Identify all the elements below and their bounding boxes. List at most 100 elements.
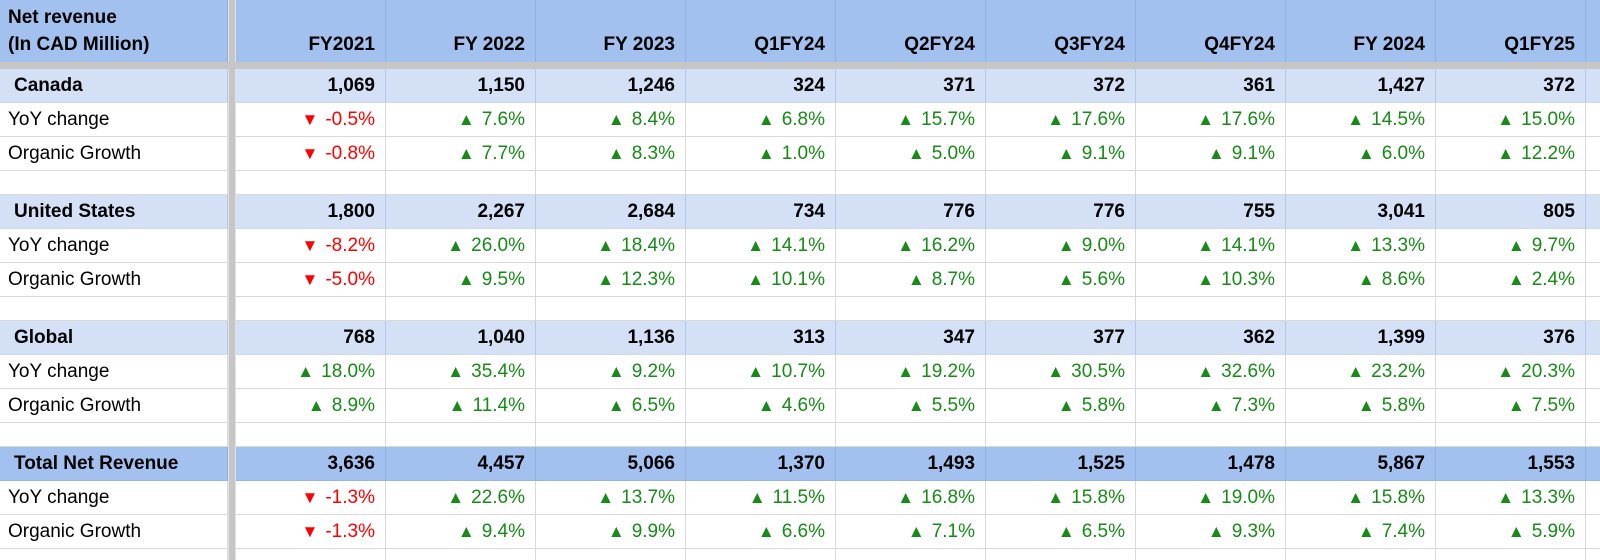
- revenue-cell[interactable]: 1,040: [386, 321, 536, 355]
- yoy-change-cell[interactable]: ▲ 35.4%: [386, 355, 536, 389]
- yoy-change-cell[interactable]: ▲ 15.8%: [986, 481, 1136, 515]
- organic-growth-cell[interactable]: ▲ 8.9%: [236, 389, 386, 423]
- column-header-5[interactable]: Q3FY24: [986, 0, 1136, 62]
- organic-growth-cell[interactable]: ▲ 5.9%: [1436, 515, 1586, 549]
- organic-growth-cell[interactable]: ▲ 8.6%: [1286, 263, 1436, 297]
- revenue-cell[interactable]: 776: [986, 195, 1136, 229]
- revenue-cell[interactable]: 2,267: [386, 195, 536, 229]
- revenue-cell[interactable]: 776: [836, 195, 986, 229]
- yoy-change-cell[interactable]: ▲ 14.5%: [1286, 103, 1436, 137]
- organic-growth-cell[interactable]: ▲ 9.5%: [386, 263, 536, 297]
- organic-growth-cell[interactable]: ▲ 5.6%: [986, 263, 1136, 297]
- column-header-0[interactable]: FY2021: [236, 0, 386, 62]
- yoy-change-cell[interactable]: ▲ 18.4%: [536, 229, 686, 263]
- organic-growth-cell[interactable]: ▲ 7.7%: [386, 137, 536, 171]
- yoy-change-cell[interactable]: ▼ -8.2%: [236, 229, 386, 263]
- organic-growth-cell[interactable]: ▲ 5.5%: [836, 389, 986, 423]
- organic-growth-cell[interactable]: ▲ 7.1%: [836, 515, 986, 549]
- yoy-change-cell[interactable]: ▲ 16.8%: [836, 481, 986, 515]
- yoy-change-cell[interactable]: ▲ 15.0%: [1436, 103, 1586, 137]
- yoy-change-cell[interactable]: ▲ 18.0%: [236, 355, 386, 389]
- revenue-cell[interactable]: 1,246: [536, 69, 686, 103]
- column-header-8[interactable]: Q1FY25: [1436, 0, 1586, 62]
- revenue-cell[interactable]: 376: [1436, 321, 1586, 355]
- organic-growth-cell[interactable]: ▲ 8.3%: [536, 137, 686, 171]
- row-label-yoy-change[interactable]: YoY change: [0, 103, 228, 137]
- revenue-cell[interactable]: 5,867: [1286, 447, 1436, 481]
- revenue-cell[interactable]: 372: [1436, 69, 1586, 103]
- revenue-cell[interactable]: 1,553: [1436, 447, 1586, 481]
- organic-growth-cell[interactable]: ▲ 9.9%: [536, 515, 686, 549]
- yoy-change-cell[interactable]: ▲ 13.7%: [536, 481, 686, 515]
- column-header-1[interactable]: FY 2022: [386, 0, 536, 62]
- revenue-cell[interactable]: 768: [236, 321, 386, 355]
- organic-growth-cell[interactable]: ▲ 9.1%: [1136, 137, 1286, 171]
- revenue-cell[interactable]: 755: [1136, 195, 1286, 229]
- organic-growth-cell[interactable]: ▼ -5.0%: [236, 263, 386, 297]
- yoy-change-cell[interactable]: ▲ 6.8%: [686, 103, 836, 137]
- yoy-change-cell[interactable]: ▲ 26.0%: [386, 229, 536, 263]
- organic-growth-cell[interactable]: ▲ 12.3%: [536, 263, 686, 297]
- column-header-7[interactable]: FY 2024: [1286, 0, 1436, 62]
- organic-growth-cell[interactable]: ▲ 6.6%: [686, 515, 836, 549]
- column-header-6[interactable]: Q4FY24: [1136, 0, 1286, 62]
- section-label[interactable]: Global: [0, 321, 228, 355]
- revenue-cell[interactable]: 1,525: [986, 447, 1136, 481]
- organic-growth-cell[interactable]: ▲ 5.8%: [1286, 389, 1436, 423]
- yoy-change-cell[interactable]: ▲ 22.6%: [386, 481, 536, 515]
- yoy-change-cell[interactable]: ▼ -1.3%: [236, 481, 386, 515]
- revenue-cell[interactable]: 1,478: [1136, 447, 1286, 481]
- revenue-cell[interactable]: 3,041: [1286, 195, 1436, 229]
- revenue-cell[interactable]: 1,136: [536, 321, 686, 355]
- revenue-cell[interactable]: 2,684: [536, 195, 686, 229]
- organic-growth-cell[interactable]: ▲ 5.0%: [836, 137, 986, 171]
- yoy-change-cell[interactable]: ▲ 10.7%: [686, 355, 836, 389]
- organic-growth-cell[interactable]: ▲ 12.2%: [1436, 137, 1586, 171]
- revenue-cell[interactable]: 361: [1136, 69, 1286, 103]
- yoy-change-cell[interactable]: ▲ 13.3%: [1286, 229, 1436, 263]
- organic-growth-cell[interactable]: ▲ 7.3%: [1136, 389, 1286, 423]
- yoy-change-cell[interactable]: ▲ 15.8%: [1286, 481, 1436, 515]
- yoy-change-cell[interactable]: ▲ 16.2%: [836, 229, 986, 263]
- organic-growth-cell[interactable]: ▲ 11.4%: [386, 389, 536, 423]
- organic-growth-cell[interactable]: ▲ 10.1%: [686, 263, 836, 297]
- yoy-change-cell[interactable]: ▲ 14.1%: [1136, 229, 1286, 263]
- revenue-cell[interactable]: 362: [1136, 321, 1286, 355]
- column-header-2[interactable]: FY 2023: [536, 0, 686, 62]
- organic-growth-cell[interactable]: ▲ 7.4%: [1286, 515, 1436, 549]
- yoy-change-cell[interactable]: ▲ 32.6%: [1136, 355, 1286, 389]
- organic-growth-cell[interactable]: ▲ 9.4%: [386, 515, 536, 549]
- yoy-change-cell[interactable]: ▲ 23.2%: [1286, 355, 1436, 389]
- revenue-cell[interactable]: 313: [686, 321, 836, 355]
- revenue-cell[interactable]: 3,636: [236, 447, 386, 481]
- yoy-change-cell[interactable]: ▲ 17.6%: [986, 103, 1136, 137]
- organic-growth-cell[interactable]: ▲ 1.0%: [686, 137, 836, 171]
- row-label-organic-growth[interactable]: Organic Growth: [0, 515, 228, 549]
- revenue-cell[interactable]: 372: [986, 69, 1136, 103]
- organic-growth-cell[interactable]: ▲ 7.5%: [1436, 389, 1586, 423]
- row-label-organic-growth[interactable]: Organic Growth: [0, 389, 228, 423]
- section-label[interactable]: United States: [0, 195, 228, 229]
- column-header-3[interactable]: Q1FY24: [686, 0, 836, 62]
- yoy-change-cell[interactable]: ▼ -0.5%: [236, 103, 386, 137]
- organic-growth-cell[interactable]: ▲ 5.8%: [986, 389, 1136, 423]
- revenue-cell[interactable]: 1,399: [1286, 321, 1436, 355]
- yoy-change-cell[interactable]: ▲ 15.7%: [836, 103, 986, 137]
- revenue-cell[interactable]: 4,457: [386, 447, 536, 481]
- yoy-change-cell[interactable]: ▲ 20.3%: [1436, 355, 1586, 389]
- yoy-change-cell[interactable]: ▲ 30.5%: [986, 355, 1136, 389]
- yoy-change-cell[interactable]: ▲ 13.3%: [1436, 481, 1586, 515]
- revenue-cell[interactable]: 1,069: [236, 69, 386, 103]
- organic-growth-cell[interactable]: ▲ 9.3%: [1136, 515, 1286, 549]
- organic-growth-cell[interactable]: ▲ 6.5%: [986, 515, 1136, 549]
- table-title-cell[interactable]: Net revenue (In CAD Million): [0, 0, 228, 62]
- organic-growth-cell[interactable]: ▲ 9.1%: [986, 137, 1136, 171]
- yoy-change-cell[interactable]: ▲ 9.7%: [1436, 229, 1586, 263]
- yoy-change-cell[interactable]: ▲ 11.5%: [686, 481, 836, 515]
- yoy-change-cell[interactable]: ▲ 14.1%: [686, 229, 836, 263]
- revenue-cell[interactable]: 377: [986, 321, 1136, 355]
- organic-growth-cell[interactable]: ▲ 8.7%: [836, 263, 986, 297]
- yoy-change-cell[interactable]: ▲ 7.6%: [386, 103, 536, 137]
- revenue-cell[interactable]: 347: [836, 321, 986, 355]
- revenue-cell[interactable]: 324: [686, 69, 836, 103]
